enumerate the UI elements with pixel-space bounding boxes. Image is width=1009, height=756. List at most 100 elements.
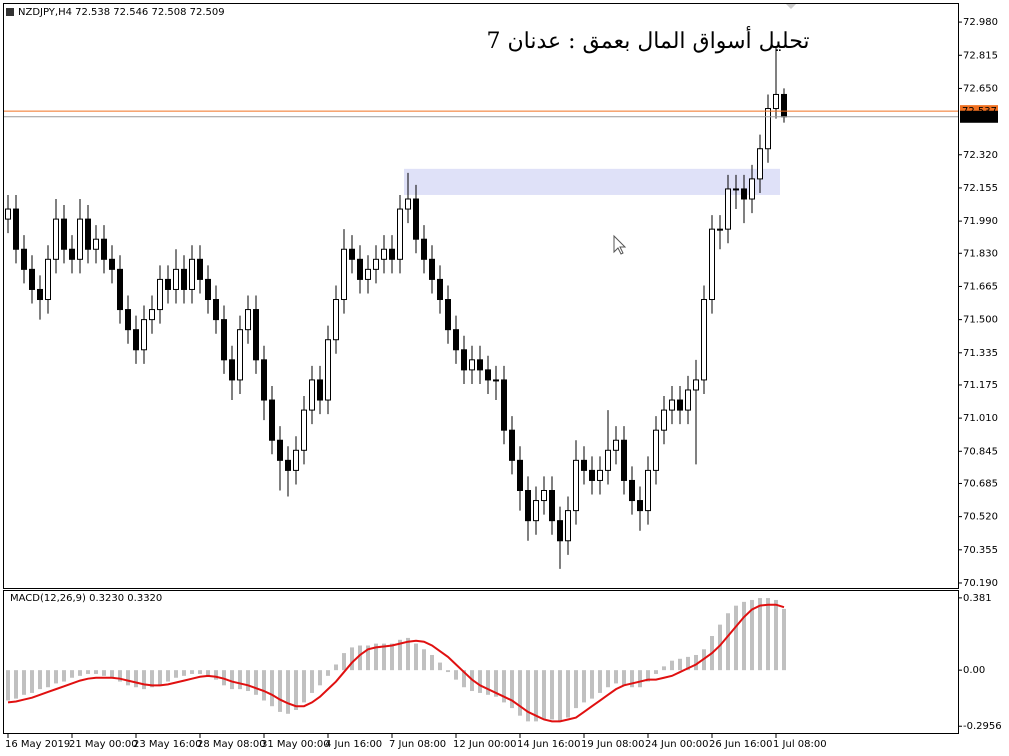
macd-bar xyxy=(454,670,458,680)
candle-body xyxy=(213,299,219,321)
candle-body xyxy=(645,469,651,512)
candle-body xyxy=(277,439,283,461)
candle-body xyxy=(709,228,715,301)
macd-frame xyxy=(3,590,959,734)
candle-body xyxy=(365,268,371,280)
macd-bar xyxy=(86,670,90,674)
macd-bar xyxy=(174,670,178,678)
price-label-box xyxy=(960,110,998,123)
macd-bar xyxy=(622,670,626,686)
macd-bar xyxy=(158,670,162,686)
macd-bar xyxy=(278,670,282,712)
macd-y-tick-label: -0.2956 xyxy=(963,721,1002,732)
x-tick-label: 4 Jun 16:00 xyxy=(325,739,382,750)
candle-body xyxy=(557,520,563,542)
cursor xyxy=(613,234,627,255)
y-tick-label: 72.650 xyxy=(963,83,998,94)
macd-bar xyxy=(486,670,490,695)
annotation: تحليل أسواق المال بعمق : عدنان 7 xyxy=(486,25,809,54)
macd-bar xyxy=(102,670,106,676)
macd-bar xyxy=(750,599,754,671)
y-tick-label: 71.175 xyxy=(963,380,998,391)
candle-body xyxy=(13,208,19,250)
candle-body xyxy=(109,258,115,270)
candle-body xyxy=(253,309,259,361)
candle-body xyxy=(325,339,331,401)
macd-bar xyxy=(238,670,242,690)
macd-bar xyxy=(686,656,690,671)
macd-bar xyxy=(422,649,426,671)
y-tick-label: 70.190 xyxy=(963,578,998,589)
candle-body xyxy=(597,469,603,481)
candle-body xyxy=(533,500,539,522)
chart-title: NZDJPY,H4 72.538 72.546 72.508 72.509 xyxy=(18,7,225,18)
macd-title: MACD(12,26,9) 0.3230 0.3320 xyxy=(10,593,162,604)
candle-body xyxy=(117,268,123,311)
macd-bar xyxy=(758,598,762,671)
macd-bar xyxy=(398,639,402,671)
y-tick-label: 71.665 xyxy=(963,281,998,292)
x-tick-label: 14 Jun 16:00 xyxy=(517,739,581,750)
macd-bar xyxy=(774,599,778,671)
y-tick-label: 71.335 xyxy=(963,348,998,359)
macd-bar xyxy=(766,598,770,671)
candle-body xyxy=(421,238,427,260)
macd-bar xyxy=(542,670,546,720)
macd-bar xyxy=(718,624,722,671)
y-tick-label: 71.830 xyxy=(963,248,998,259)
macd-bar xyxy=(62,670,66,682)
candle-body xyxy=(661,409,667,431)
candle-body xyxy=(141,319,147,351)
symbol-icon xyxy=(6,8,14,16)
macd-bar xyxy=(678,658,682,671)
macd-bar xyxy=(534,670,538,722)
main-frame xyxy=(3,3,959,589)
macd-bar xyxy=(46,670,50,688)
candle-body xyxy=(269,399,275,441)
macd-bar xyxy=(366,645,370,671)
candle-body xyxy=(357,258,363,280)
y-tick-label: 72.980 xyxy=(963,17,998,28)
macd-bar xyxy=(390,643,394,671)
macd-bar xyxy=(742,601,746,671)
macd-bar xyxy=(438,662,442,671)
candle-body xyxy=(21,248,27,270)
candle-body xyxy=(573,459,579,512)
x-tick-label: 7 Jun 08:00 xyxy=(389,739,446,750)
candle-body xyxy=(717,228,723,231)
candle-body xyxy=(333,299,339,341)
candle-body xyxy=(509,429,515,461)
candle-body xyxy=(245,309,251,331)
candle-body xyxy=(565,510,571,542)
macd-bar xyxy=(310,670,314,693)
macd-bar xyxy=(406,637,410,671)
macd-bar xyxy=(150,670,154,688)
macd-signal xyxy=(7,603,785,723)
candle-body xyxy=(53,218,59,260)
macd-bar xyxy=(254,670,258,695)
macd-bar xyxy=(214,670,218,680)
macd-bar xyxy=(566,670,570,718)
candle-body xyxy=(149,309,155,321)
macd-bar xyxy=(646,670,650,682)
y-tick-label: 72.320 xyxy=(963,150,998,161)
macd-bar xyxy=(502,670,506,703)
candle-body xyxy=(469,359,475,371)
macd-bar xyxy=(70,670,74,678)
candle-body xyxy=(685,389,691,411)
candle-body xyxy=(501,379,507,431)
candle-body xyxy=(197,258,203,280)
macd-bar xyxy=(374,643,378,671)
macd-bar xyxy=(270,670,274,707)
macd-bar xyxy=(510,670,514,709)
macd-bar xyxy=(286,670,290,714)
macd-bar xyxy=(590,670,594,699)
candle-body xyxy=(77,218,83,260)
candle-body xyxy=(317,379,323,401)
macd-bar xyxy=(574,670,578,709)
macd-bar xyxy=(614,670,618,684)
candle-body xyxy=(437,278,443,301)
macd-bar xyxy=(54,670,58,684)
candle-body xyxy=(749,178,755,200)
